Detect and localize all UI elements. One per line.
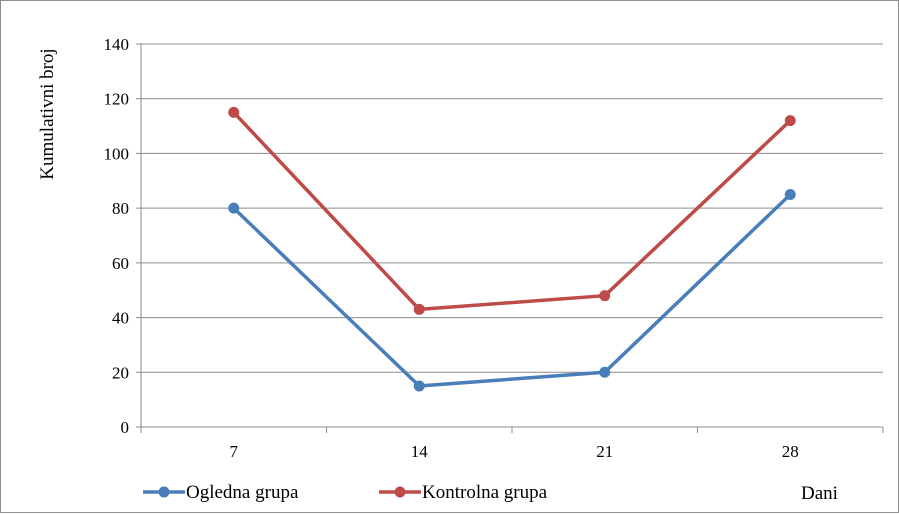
axes [136, 43, 884, 433]
x-tick-label: 14 [411, 442, 429, 461]
legend-label-2: Kontrolna grupa [422, 482, 548, 503]
data-point [228, 106, 240, 118]
y-tick-label: 60 [112, 254, 129, 273]
data-point [784, 115, 796, 127]
grid-lines [141, 43, 883, 373]
y-tick-label: 0 [121, 418, 130, 437]
data-point [413, 380, 425, 392]
legend-marker-1 [158, 486, 170, 498]
data-point [228, 202, 240, 214]
y-tick-label: 140 [104, 35, 130, 54]
series-line-1 [232, 193, 792, 388]
legend-label-1: Ogledna grupa [186, 482, 299, 503]
data-point [413, 303, 425, 315]
series-layer [228, 106, 796, 392]
x-tick-label: 7 [230, 442, 239, 461]
y-tick-label: 20 [112, 363, 129, 382]
tick-labels: 0 20 40 60 80 100 120 140 7 14 21 28 [104, 35, 799, 461]
y-axis-title: Kumulativni broj [37, 48, 58, 179]
x-axis-title: Dani [801, 483, 838, 504]
y-tick-label: 120 [104, 90, 130, 109]
data-point [784, 188, 796, 200]
x-tick-label: 21 [596, 442, 613, 461]
series-line-2 [232, 111, 792, 312]
y-tick-label: 80 [112, 199, 129, 218]
y-tick-label: 100 [104, 144, 130, 163]
x-tick-label: 28 [782, 442, 799, 461]
data-point [599, 290, 611, 302]
legend-marker-2 [394, 486, 406, 498]
y-tick-label: 40 [112, 309, 129, 328]
legend: Ogledna grupa Kontrolna grupa [143, 482, 548, 503]
data-point [599, 366, 611, 378]
